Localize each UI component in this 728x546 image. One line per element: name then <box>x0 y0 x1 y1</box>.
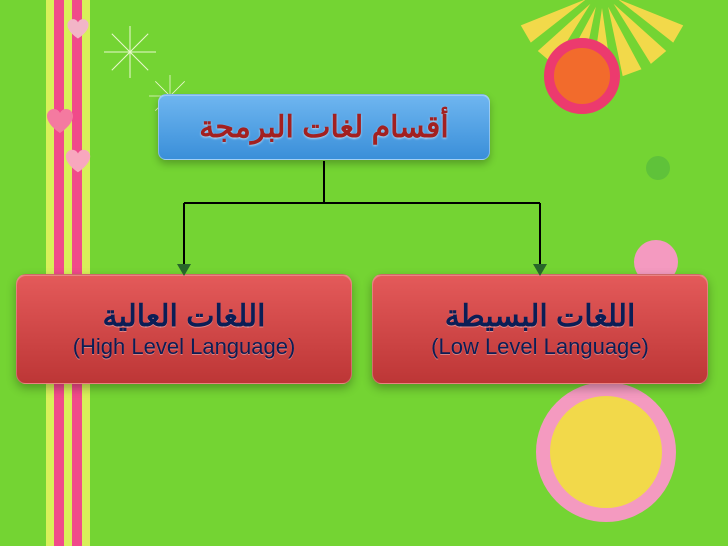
connector-line <box>323 161 325 203</box>
decor-circle <box>646 156 670 180</box>
diagram-root: أقسام لغات البرمجة <box>158 94 490 160</box>
diagram-child: اللغات البسيطة(Low Level Language) <box>372 274 708 384</box>
heart-icon <box>65 15 91 41</box>
diagram-child-en-label: (Low Level Language) <box>431 334 649 360</box>
diagram-child: اللغات العالية(High Level Language) <box>16 274 352 384</box>
connector-line <box>184 202 540 204</box>
slide-canvas: أقسام لغات البرمجة اللغات البسيطة(Low Lev… <box>0 0 728 546</box>
diagram-child-ar-label: اللغات البسيطة <box>445 299 636 334</box>
heart-icon <box>63 145 93 175</box>
sparkle-icon <box>104 26 156 78</box>
diagram-child-en-label: (High Level Language) <box>73 334 296 360</box>
bg-stripe <box>64 0 72 546</box>
bg-stripe <box>72 0 82 546</box>
arrowhead-icon <box>177 264 191 276</box>
decor-circle <box>536 382 676 522</box>
bg-stripe <box>46 0 54 546</box>
heart-icon <box>44 104 76 136</box>
diagram-root-label: أقسام لغات البرمجة <box>199 110 448 145</box>
bg-stripe <box>82 0 90 546</box>
connector-line <box>539 203 541 267</box>
decor-circle <box>544 38 620 114</box>
arrowhead-icon <box>533 264 547 276</box>
connector-line <box>183 203 185 267</box>
bg-stripe <box>54 0 64 546</box>
diagram-child-ar-label: اللغات العالية <box>103 299 266 334</box>
